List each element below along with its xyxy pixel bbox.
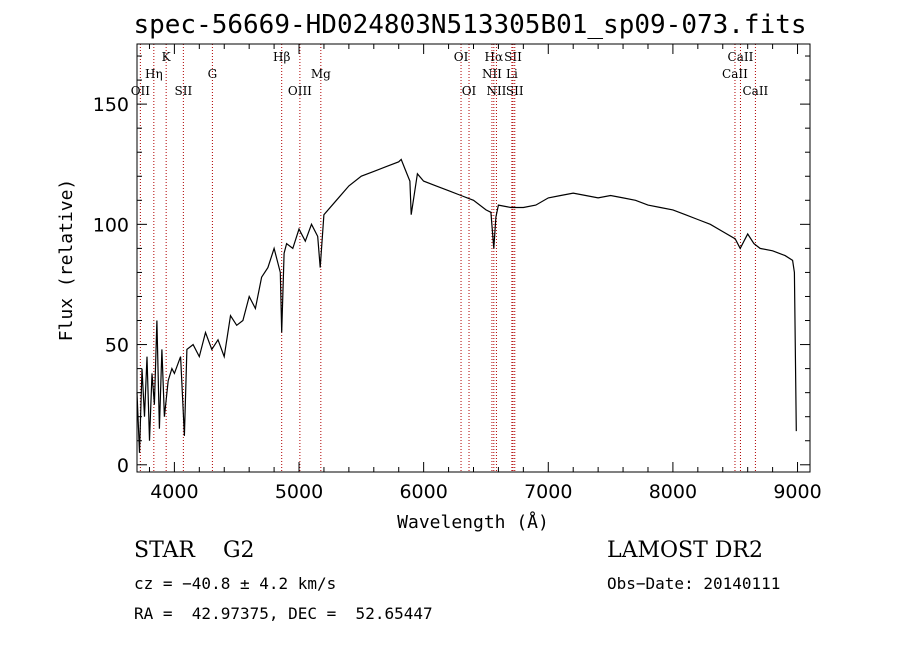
spectral-line-label: SII [175, 84, 193, 98]
spectral-line-label: CaII [742, 84, 768, 98]
spectrum-line [136, 158, 797, 453]
y-tick-label: 50 [105, 335, 129, 357]
y-axis-label: Flux (relative) [56, 179, 77, 342]
x-tick-label: 7000 [524, 481, 572, 503]
spectral-line-label: K [162, 50, 172, 64]
spectral-line-label: SII [504, 50, 522, 64]
x-tick-label: 5000 [275, 481, 323, 503]
object-class: STAR G2 [134, 538, 255, 563]
y-axis: 0 50 100 150 [93, 55, 810, 477]
spectral-line-label: G [208, 67, 218, 81]
spectral-line-label: NII [482, 67, 502, 81]
obs-date: Obs−Date: 20140111 [607, 574, 781, 593]
spectral-line-label: Mg [311, 67, 331, 81]
spectrum-series [136, 158, 797, 453]
redshift-cz: cz = −40.8 ± 4.2 km/s [134, 574, 337, 593]
spectral-line-label: OI [462, 84, 477, 98]
x-tick-label: 6000 [399, 481, 447, 503]
spectral-line-label: Hη [145, 67, 163, 81]
spectral-line-label: OIII [288, 84, 312, 98]
x-axis: 4000 5000 6000 7000 8000 9000 [148, 44, 822, 503]
spectral-line-markers: OIIHηKSIIGHβOIIIMgOIOIHαNIINIISIILiSIICa… [131, 44, 769, 472]
spectral-line-label: NII [486, 84, 506, 98]
spectral-line-label: OI [454, 50, 469, 64]
y-tick-label: 100 [93, 214, 129, 236]
chart-title: spec-56669-HD024803N513305B01_sp09-073.f… [133, 10, 806, 40]
survey-name: LAMOST DR2 [607, 538, 763, 563]
spectral-line-label: CaII [722, 67, 748, 81]
x-tick-label: 9000 [773, 481, 821, 503]
x-axis-label: Wavelength (Å) [397, 511, 549, 533]
x-tick-label: 8000 [649, 481, 697, 503]
spectral-line-label: Hβ [273, 50, 290, 64]
spectral-line-label: CaII [728, 50, 754, 64]
spectral-line-label: Li [506, 67, 518, 81]
ra-dec: RA = 42.97375, DEC = 52.65447 [134, 604, 433, 623]
spectral-line-label: Hα [485, 50, 504, 64]
spectral-line-label: OII [131, 84, 151, 98]
y-tick-label: 150 [93, 94, 129, 116]
plot-frame [136, 43, 811, 473]
y-tick-label: 0 [117, 455, 129, 477]
x-tick-label: 4000 [150, 481, 198, 503]
spectral-line-label: SII [506, 84, 524, 98]
